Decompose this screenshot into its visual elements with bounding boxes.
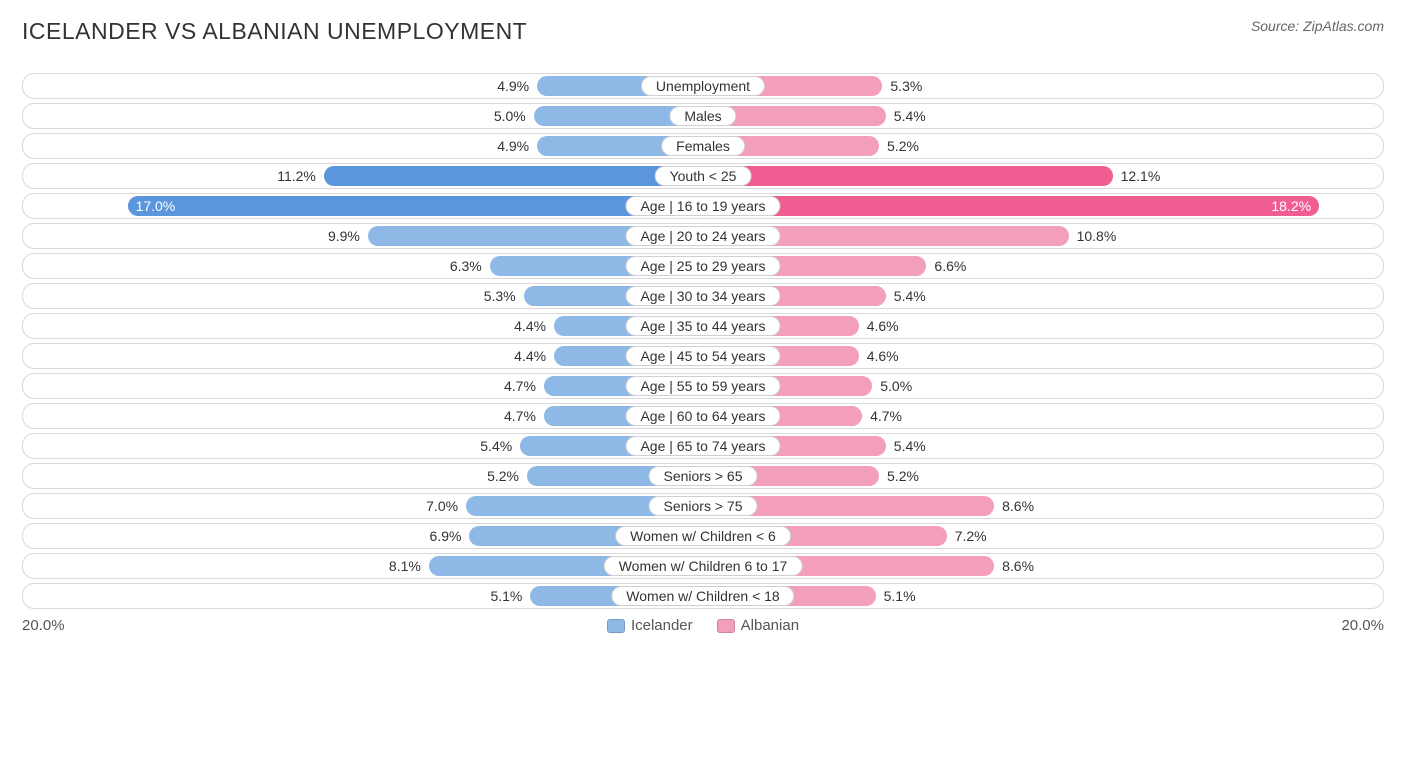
- value-albanian: 6.6%: [934, 258, 966, 274]
- value-albanian: 12.1%: [1121, 168, 1161, 184]
- value-albanian: 4.6%: [867, 348, 899, 364]
- value-icelander: 6.3%: [450, 258, 482, 274]
- category-label: Age | 35 to 44 years: [625, 316, 780, 336]
- value-icelander: 7.0%: [426, 498, 458, 514]
- category-label: Women w/ Children 6 to 17: [604, 556, 803, 576]
- category-label: Females: [661, 136, 745, 156]
- chart-row: 5.0% 5.4% Males: [22, 103, 1384, 129]
- value-icelander: 5.1%: [490, 588, 522, 604]
- category-label: Women w/ Children < 6: [615, 526, 791, 546]
- legend-label-left: Icelander: [631, 617, 693, 634]
- chart-row: 9.9% 10.8% Age | 20 to 24 years: [22, 223, 1384, 249]
- value-albanian: 4.6%: [867, 318, 899, 334]
- value-albanian: 8.6%: [1002, 558, 1034, 574]
- category-label: Age | 30 to 34 years: [625, 286, 780, 306]
- axis-max-left: 20.0%: [22, 617, 65, 634]
- value-albanian: 5.4%: [894, 108, 926, 124]
- value-albanian: 4.7%: [870, 408, 902, 424]
- chart-title: ICELANDER VS ALBANIAN UNEMPLOYMENT: [22, 18, 527, 45]
- chart-row: 5.2% 5.2% Seniors > 65: [22, 463, 1384, 489]
- category-label: Age | 45 to 54 years: [625, 346, 780, 366]
- chart-row: 5.3% 5.4% Age | 30 to 34 years: [22, 283, 1384, 309]
- value-icelander: 5.3%: [484, 288, 516, 304]
- value-icelander: 5.4%: [480, 438, 512, 454]
- value-icelander: 17.0%: [136, 198, 176, 214]
- category-label: Unemployment: [641, 76, 765, 96]
- chart-row: 5.1% 5.1% Women w/ Children < 18: [22, 583, 1384, 609]
- value-icelander: 9.9%: [328, 228, 360, 244]
- value-icelander: 4.4%: [514, 318, 546, 334]
- value-albanian: 5.1%: [884, 588, 916, 604]
- axis-max-right: 20.0%: [1341, 617, 1384, 634]
- category-label: Women w/ Children < 18: [611, 586, 794, 606]
- value-albanian: 10.8%: [1077, 228, 1117, 244]
- chart-header: ICELANDER VS ALBANIAN UNEMPLOYMENT Sourc…: [22, 18, 1384, 45]
- chart-row: 8.1% 8.6% Women w/ Children 6 to 17: [22, 553, 1384, 579]
- chart-row: 4.9% 5.2% Females: [22, 133, 1384, 159]
- chart-row: 6.9% 7.2% Women w/ Children < 6: [22, 523, 1384, 549]
- chart-row: 4.4% 4.6% Age | 45 to 54 years: [22, 343, 1384, 369]
- category-label: Age | 20 to 24 years: [625, 226, 780, 246]
- chart-row: 4.7% 5.0% Age | 55 to 59 years: [22, 373, 1384, 399]
- chart-row: 11.2%12.1%Youth < 25: [22, 163, 1384, 189]
- value-icelander: 5.0%: [494, 108, 526, 124]
- value-icelander: 8.1%: [389, 558, 421, 574]
- category-label: Age | 25 to 29 years: [625, 256, 780, 276]
- legend-item-right: Albanian: [717, 617, 799, 634]
- value-albanian: 5.4%: [894, 288, 926, 304]
- legend: Icelander Albanian: [607, 617, 799, 634]
- value-icelander: 4.4%: [514, 348, 546, 364]
- chart-row: 4.4% 4.6% Age | 35 to 44 years: [22, 313, 1384, 339]
- value-albanian: 18.2%: [1271, 198, 1311, 214]
- value-icelander: 4.7%: [504, 408, 536, 424]
- chart-row: 6.3% 6.6% Age | 25 to 29 years: [22, 253, 1384, 279]
- category-label: Seniors > 75: [649, 496, 758, 516]
- value-icelander: 5.2%: [487, 468, 519, 484]
- value-albanian: 8.6%: [1002, 498, 1034, 514]
- category-label: Age | 65 to 74 years: [625, 436, 780, 456]
- bar-albanian: 18.2%: [703, 196, 1319, 216]
- legend-label-right: Albanian: [741, 617, 799, 634]
- value-albanian: 5.2%: [887, 468, 919, 484]
- chart-source: Source: ZipAtlas.com: [1251, 18, 1384, 34]
- chart-row: 5.4% 5.4% Age | 65 to 74 years: [22, 433, 1384, 459]
- legend-swatch-albanian: [717, 619, 735, 633]
- bar-icelander: 17.0%: [128, 196, 703, 216]
- bar-icelander: 11.2%: [324, 166, 703, 186]
- chart-row: 4.9% 5.3% Unemployment: [22, 73, 1384, 99]
- category-label: Youth < 25: [655, 166, 752, 186]
- value-albanian: 7.2%: [955, 528, 987, 544]
- value-icelander: 4.7%: [504, 378, 536, 394]
- chart-footer: 20.0% Icelander Albanian 20.0%: [22, 617, 1384, 634]
- value-icelander: 4.9%: [497, 138, 529, 154]
- value-albanian: 5.2%: [887, 138, 919, 154]
- category-label: Age | 16 to 19 years: [625, 196, 780, 216]
- category-label: Age | 60 to 64 years: [625, 406, 780, 426]
- value-albanian: 5.3%: [890, 78, 922, 94]
- value-albanian: 5.4%: [894, 438, 926, 454]
- chart-row: 4.7% 4.7% Age | 60 to 64 years: [22, 403, 1384, 429]
- value-icelander: 11.2%: [277, 168, 316, 184]
- value-icelander: 6.9%: [430, 528, 462, 544]
- legend-swatch-icelander: [607, 619, 625, 633]
- bar-albanian: 12.1%: [703, 166, 1113, 186]
- chart-row: 17.0% 18.2% Age | 16 to 19 years: [22, 193, 1384, 219]
- category-label: Males: [669, 106, 736, 126]
- chart-row: 7.0% 8.6% Seniors > 75: [22, 493, 1384, 519]
- category-label: Age | 55 to 59 years: [625, 376, 780, 396]
- value-icelander: 4.9%: [497, 78, 529, 94]
- category-label: Seniors > 65: [649, 466, 758, 486]
- diverging-bar-chart: 4.9% 5.3% Unemployment 5.0% 5.4% Males 4.9% 5.2…: [22, 73, 1384, 609]
- value-albanian: 5.0%: [880, 378, 912, 394]
- legend-item-left: Icelander: [607, 617, 693, 634]
